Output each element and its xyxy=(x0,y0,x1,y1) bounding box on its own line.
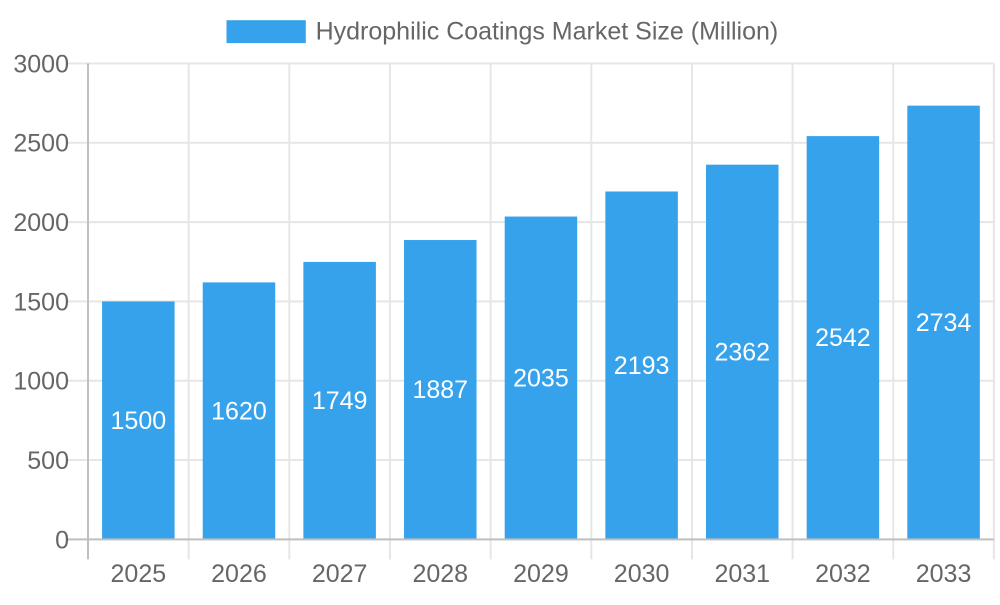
svg-text:2028: 2028 xyxy=(412,560,468,588)
svg-text:2027: 2027 xyxy=(312,560,368,588)
svg-text:1500: 1500 xyxy=(111,407,167,435)
svg-text:1749: 1749 xyxy=(312,387,368,415)
svg-text:2032: 2032 xyxy=(815,560,871,588)
svg-text:2734: 2734 xyxy=(916,309,972,337)
svg-text:2030: 2030 xyxy=(614,560,670,588)
svg-text:2193: 2193 xyxy=(614,352,670,380)
svg-text:0: 0 xyxy=(55,526,69,554)
svg-text:2029: 2029 xyxy=(513,560,569,588)
svg-text:2025: 2025 xyxy=(111,560,167,588)
svg-text:1000: 1000 xyxy=(13,368,69,396)
svg-text:2026: 2026 xyxy=(211,560,267,588)
svg-text:2031: 2031 xyxy=(714,560,770,588)
svg-text:2000: 2000 xyxy=(13,209,69,237)
svg-text:2033: 2033 xyxy=(916,560,972,588)
svg-text:2362: 2362 xyxy=(714,338,770,366)
svg-text:1620: 1620 xyxy=(211,397,267,425)
svg-text:1887: 1887 xyxy=(412,376,468,404)
svg-text:3000: 3000 xyxy=(13,50,69,78)
svg-text:1500: 1500 xyxy=(13,288,69,316)
svg-text:500: 500 xyxy=(27,447,69,475)
svg-text:2035: 2035 xyxy=(513,364,569,392)
svg-text:Hydrophilic Coatings Market Si: Hydrophilic Coatings Market Size (Millio… xyxy=(316,18,779,46)
svg-text:2542: 2542 xyxy=(815,324,871,352)
svg-text:2500: 2500 xyxy=(13,130,69,158)
